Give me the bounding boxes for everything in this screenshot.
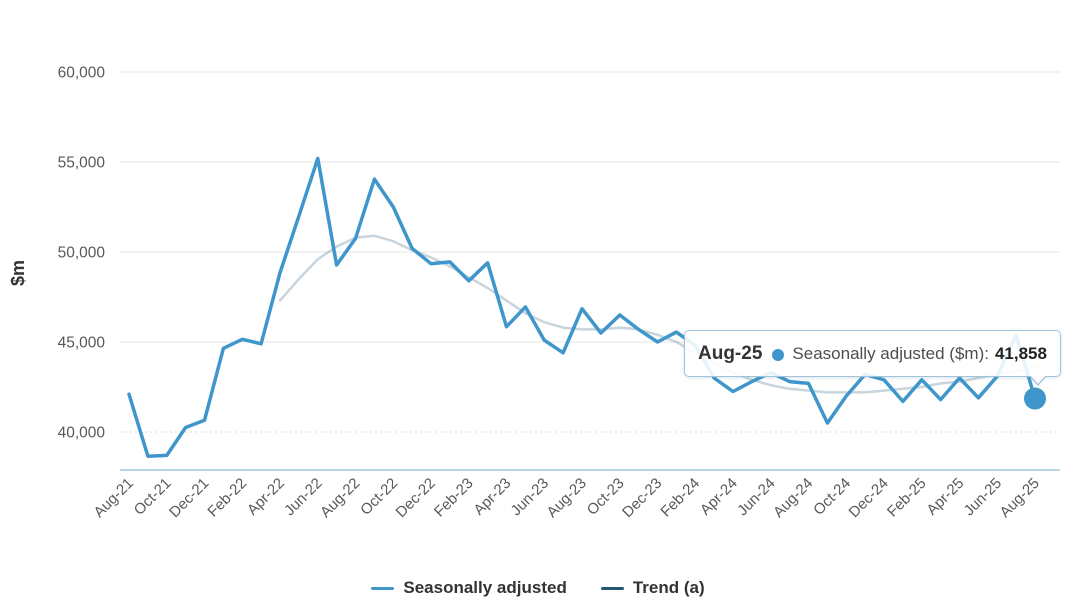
x-tick-label: Jun-24 (734, 475, 778, 519)
x-tick-label: Dec-24 (846, 475, 892, 521)
x-tick-label: Aug-22 (317, 475, 363, 521)
legend-label-trend: Trend (a) (632, 578, 705, 597)
x-tick-label: Dec-22 (393, 475, 439, 521)
legend-item-seasonally-adjusted[interactable]: Seasonally adjusted (371, 578, 567, 598)
x-tick-label: Feb-24 (657, 475, 703, 521)
y-axis-title: $m (7, 259, 28, 286)
trend-line-icon (600, 586, 624, 590)
tooltip-pointer-icon (1029, 375, 1046, 384)
y-tick-label: 50,000 (58, 245, 106, 262)
legend-label-seasonally-adjusted: Seasonally adjusted (403, 578, 567, 597)
y-tick-label: 45,000 (58, 335, 106, 352)
x-tick-label: Apr-23 (470, 475, 514, 519)
seasonally-adjusted-series-line[interactable] (127, 156, 1037, 459)
x-tick-label: Feb-25 (884, 475, 930, 521)
highlighted-point-marker[interactable] (1024, 387, 1046, 410)
x-tick-label: Aug-24 (770, 475, 816, 521)
seasonally-adjusted-line-icon (371, 586, 395, 590)
legend: Seasonally adjusted Trend (a) (0, 578, 1076, 598)
x-tick-label: Aug-25 (997, 475, 1043, 521)
x-tick-label: Feb-23 (431, 475, 477, 521)
x-tick-label: Aug-23 (544, 475, 590, 521)
tooltip: Aug-25 Seasonally adjusted ($m): 41,858 (684, 330, 1061, 386)
y-tick-label: 40,000 (58, 425, 106, 442)
x-tick-label: Apr-25 (923, 475, 967, 519)
trend-series-line[interactable] (278, 234, 1037, 394)
x-tick-label: Jun-23 (508, 475, 552, 519)
x-tick-label: Aug-21 (91, 475, 137, 521)
legend-item-trend[interactable]: Trend (a) (600, 578, 705, 598)
x-tick-label: Feb-22 (204, 475, 250, 521)
y-tick-label: 55,000 (58, 155, 106, 172)
x-tick-label: Jun-25 (961, 475, 1005, 519)
x-tick-label: Dec-23 (619, 475, 665, 521)
x-tick-label: Dec-21 (166, 475, 212, 521)
x-tick-label: Apr-22 (244, 475, 288, 519)
tooltip-value: 41,858 (994, 343, 1047, 363)
x-tick-label: Apr-24 (697, 475, 741, 519)
tooltip-date: Aug-25 (698, 342, 763, 364)
y-tick-label: 60,000 (58, 65, 106, 82)
series-bullet-icon (772, 348, 785, 361)
tooltip-series-label: Seasonally adjusted ($m): (792, 343, 989, 363)
x-tick-label: Jun-22 (281, 475, 325, 519)
